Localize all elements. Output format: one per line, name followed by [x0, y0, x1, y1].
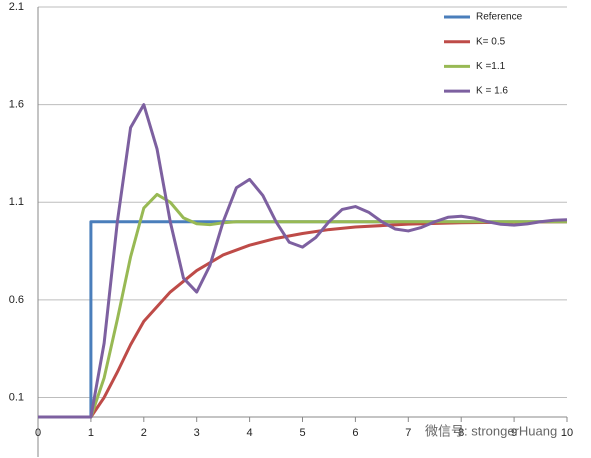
y-tick-label: 2.1 — [9, 1, 24, 13]
legend-label: K = 1.6 — [476, 86, 508, 97]
series-line — [38, 220, 568, 419]
x-tick-label: 7 — [405, 427, 411, 439]
x-tick-label: 3 — [194, 427, 200, 439]
x-tick-label: 8 — [458, 427, 464, 439]
x-tick-label: 2 — [141, 427, 147, 439]
y-tick-label: 1.1 — [9, 196, 24, 208]
watermark: 微信号: strongerHuang — [425, 423, 557, 438]
x-tick-label: 5 — [299, 427, 305, 439]
x-tick-label: 0 — [35, 427, 41, 439]
y-tick-label: 0.6 — [9, 294, 24, 306]
x-tick-label: 1 — [88, 427, 94, 439]
series-line — [38, 192, 567, 419]
x-tick-label: 9 — [511, 427, 517, 439]
x-tick-label: 10 — [561, 427, 573, 439]
legend-label: Reference — [476, 12, 523, 23]
y-tick-label: 1.6 — [9, 99, 24, 111]
legend-label: K= 0.5 — [476, 36, 506, 47]
series-line — [38, 103, 568, 419]
legend-label: K =1.1 — [476, 61, 506, 72]
x-tick-label: 6 — [352, 427, 358, 439]
y-tick-label: 0.1 — [9, 391, 24, 403]
x-tick-label: 4 — [247, 427, 253, 439]
